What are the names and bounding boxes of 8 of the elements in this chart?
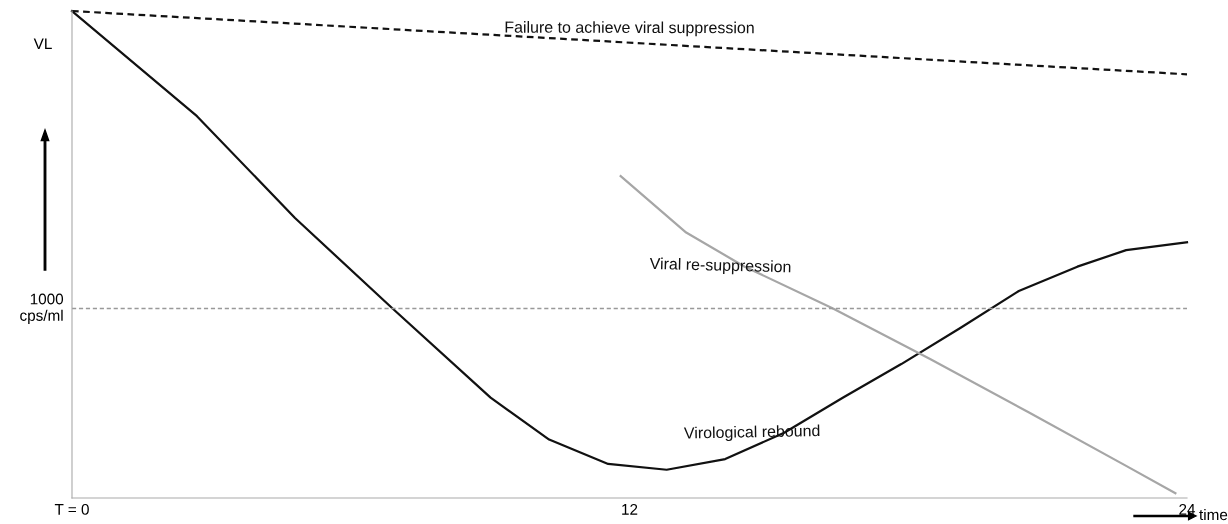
x-tick-label: 12 <box>622 503 638 515</box>
x-axis-title: time <box>1199 508 1228 521</box>
x-tick-label: T = 0 <box>54 503 89 515</box>
series-label: Failure to achieve viral suppression <box>505 21 754 37</box>
x-tick-label: 24 <box>1179 503 1196 515</box>
y-axis-title: VL <box>33 38 52 49</box>
ref-line-label: 1000 cps/ml <box>20 293 64 324</box>
series-label: Viral re-suppression <box>649 257 791 276</box>
